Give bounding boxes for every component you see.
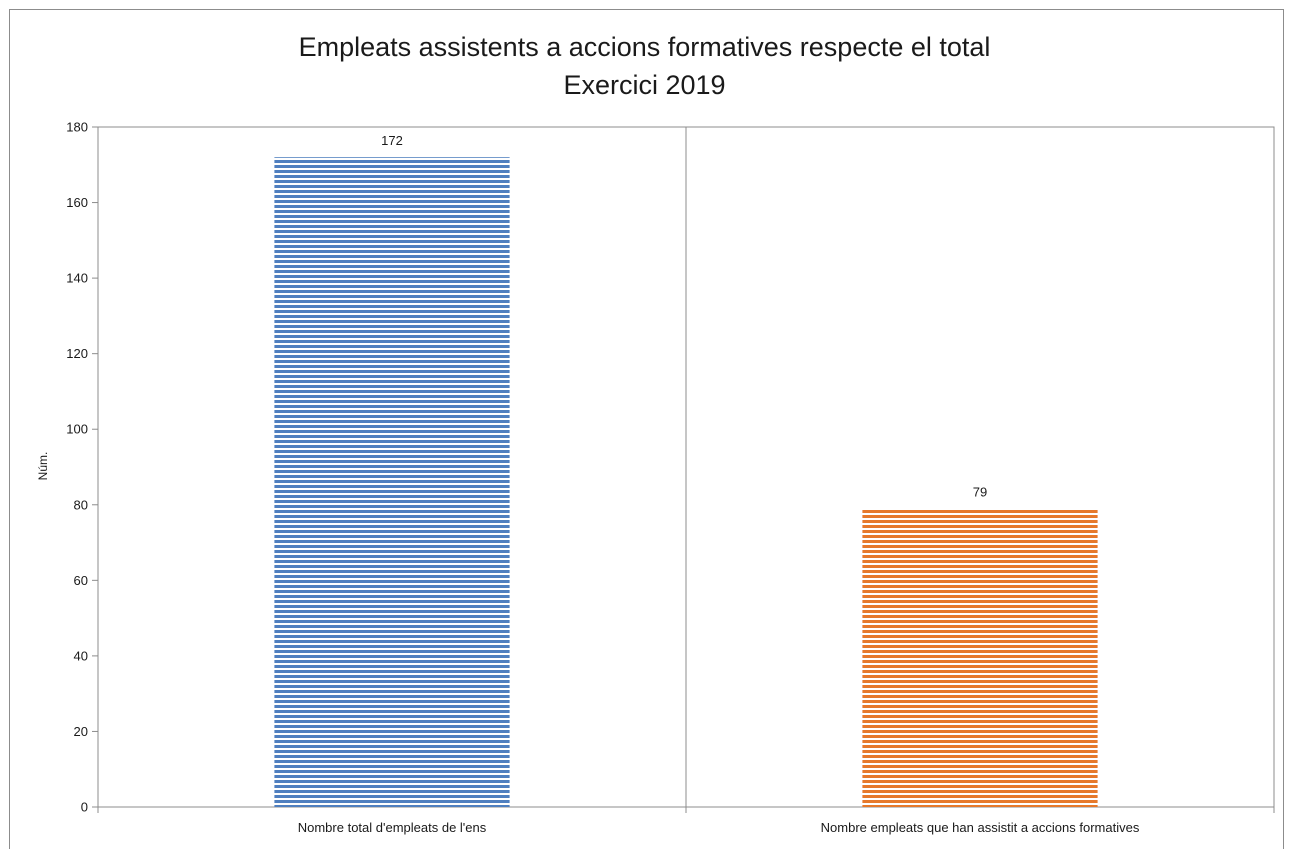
chart-subtitle: Exercici 2019 xyxy=(563,70,726,100)
y-tick-label: 40 xyxy=(74,648,88,663)
bar-1 xyxy=(274,157,510,807)
y-axis-title: Núm. xyxy=(36,452,50,481)
y-tick-label: 140 xyxy=(66,271,88,286)
chart-title: Empleats assistents a accions formatives… xyxy=(298,32,991,62)
category-label-2: Nombre empleats que han assistit a accio… xyxy=(821,820,1140,835)
y-tick-label: 100 xyxy=(66,422,88,437)
data-label-2: 79 xyxy=(973,485,987,500)
y-tick-label: 60 xyxy=(74,573,88,588)
axes xyxy=(92,126,1275,813)
y-tick-label: 20 xyxy=(74,724,88,739)
y-tick-label: 0 xyxy=(81,800,88,815)
data-label-1: 172 xyxy=(381,133,403,148)
category-label-1: Nombre total d'empleats de l'ens xyxy=(298,820,487,835)
y-tick-label: 180 xyxy=(66,120,88,135)
bar-2 xyxy=(862,508,1098,807)
y-tick-label: 160 xyxy=(66,195,88,210)
y-tick-label: 120 xyxy=(66,346,88,361)
y-tick-label: 80 xyxy=(74,497,88,512)
bars xyxy=(274,157,1098,807)
labels: 0 20 40 60 80 100 120 140 160 180 172 Nombre total … xyxy=(66,120,1140,836)
chart-frame xyxy=(9,9,1284,849)
